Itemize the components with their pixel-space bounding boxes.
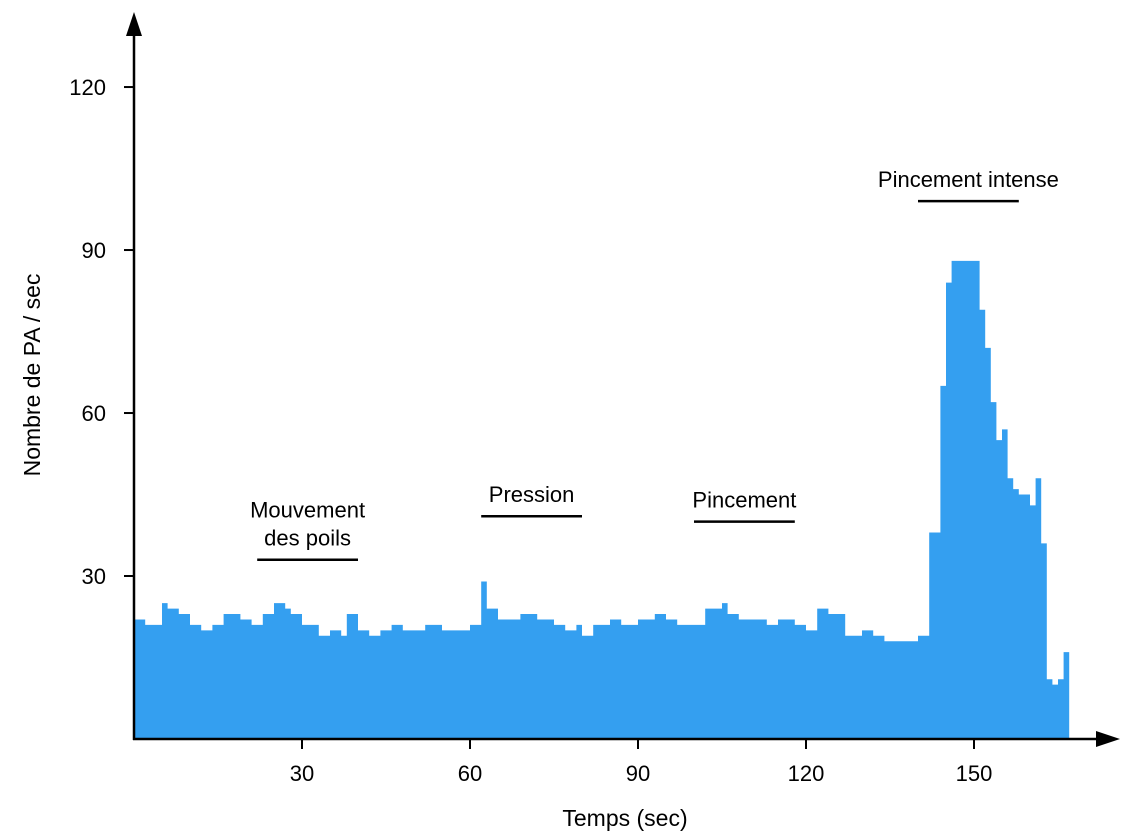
annotation-2: Pincement bbox=[692, 488, 796, 523]
y-tick-label: 90 bbox=[82, 238, 106, 263]
annotations: Mouvement des poils Pression Pincement Pince… bbox=[250, 167, 1059, 561]
annotation-label: Pincement bbox=[692, 488, 796, 513]
annotation-label: Pincement intense bbox=[878, 167, 1059, 192]
annotation-1: Pression bbox=[481, 482, 582, 518]
x-axis-arrow bbox=[1096, 731, 1120, 747]
x-tick-label: 150 bbox=[956, 761, 993, 786]
x-tick-label: 30 bbox=[290, 761, 314, 786]
x-axis-label: Temps (sec) bbox=[562, 805, 687, 831]
firing-rate-area bbox=[134, 260, 1075, 739]
y-axis-arrow bbox=[126, 12, 142, 36]
y-tick-label: 120 bbox=[69, 75, 106, 100]
x-tick-label: 60 bbox=[458, 761, 482, 786]
y-ticks: 30 60 90 120 bbox=[69, 75, 134, 589]
y-axis-label: Nombre de PA / sec bbox=[19, 274, 45, 477]
x-tick-label: 90 bbox=[626, 761, 650, 786]
x-tick-label: 120 bbox=[788, 761, 825, 786]
annotation-label: Pression bbox=[489, 482, 575, 507]
annotation-label: des poils bbox=[264, 526, 351, 551]
y-tick-label: 60 bbox=[82, 401, 106, 426]
x-ticks: 30 60 90 120 150 bbox=[290, 739, 993, 786]
annotation-label: Mouvement bbox=[250, 498, 365, 523]
annotation-0: Mouvement des poils bbox=[250, 498, 365, 561]
y-tick-label: 30 bbox=[82, 564, 106, 589]
annotation-3: Pincement intense bbox=[878, 167, 1059, 203]
